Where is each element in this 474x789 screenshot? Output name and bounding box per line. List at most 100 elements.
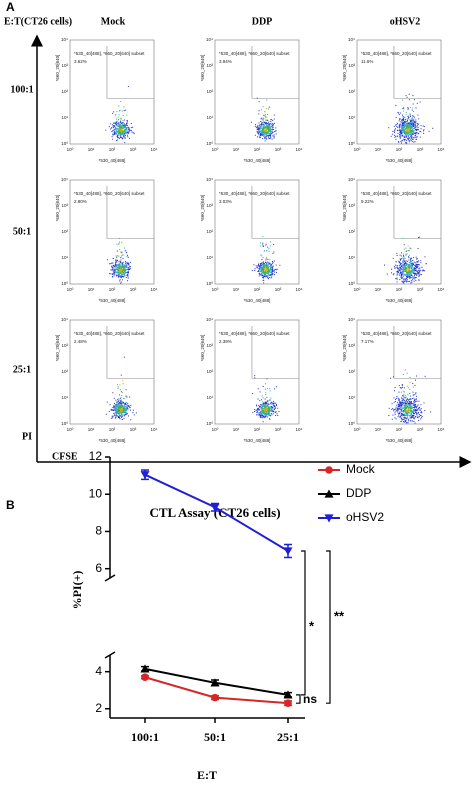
event-dot xyxy=(133,132,135,134)
flow-plot: 10⁰10⁰10¹10¹10²10²10³10³10⁴10⁴*530_40[48… xyxy=(342,37,444,163)
event-dot xyxy=(106,259,108,261)
event-dot xyxy=(123,137,125,139)
event-dot xyxy=(397,111,399,113)
event-dot xyxy=(415,405,417,407)
event-dot xyxy=(413,420,415,422)
event-dot xyxy=(115,262,117,264)
event-dot xyxy=(402,119,404,121)
x-tick-label: 10⁴ xyxy=(438,427,445,432)
event-dot xyxy=(408,254,410,256)
event-dot xyxy=(115,417,117,419)
event-dot xyxy=(273,400,275,402)
event-dot xyxy=(127,254,129,256)
event-dot xyxy=(124,134,126,136)
event-dot xyxy=(124,410,126,412)
event-dot xyxy=(404,131,406,133)
event-dot xyxy=(264,134,266,136)
event-dot xyxy=(258,110,260,112)
event-dot xyxy=(119,121,121,123)
event-dot xyxy=(399,400,401,402)
event-dot xyxy=(275,264,277,266)
event-dot xyxy=(398,125,400,127)
event-dot xyxy=(264,265,266,267)
event-dot xyxy=(411,125,413,127)
event-dot xyxy=(119,261,121,263)
event-dot xyxy=(412,119,414,121)
event-dot xyxy=(113,405,115,407)
event-dot xyxy=(405,118,407,120)
event-dot xyxy=(412,264,414,266)
event-dot xyxy=(118,404,120,406)
event-dot xyxy=(120,401,122,403)
event-dot xyxy=(412,125,414,127)
event-dot xyxy=(119,133,121,135)
event-dot xyxy=(415,256,417,258)
event-dot xyxy=(401,257,403,259)
event-dot xyxy=(409,399,411,401)
column-header: Mock xyxy=(101,16,126,27)
event-dot xyxy=(117,132,119,134)
event-dot xyxy=(270,409,272,411)
event-dot xyxy=(409,270,411,272)
event-dot xyxy=(119,135,121,137)
y-tick-label: 10⁴ xyxy=(61,317,68,322)
event-dot xyxy=(269,266,271,268)
event-dot xyxy=(125,109,127,111)
event-dot xyxy=(122,409,124,411)
event-dot xyxy=(415,128,417,130)
event-dot xyxy=(399,118,401,120)
event-dot xyxy=(405,405,407,407)
event-dot xyxy=(405,125,407,127)
event-dot xyxy=(267,125,269,127)
event-dot xyxy=(119,394,121,396)
event-dot xyxy=(122,408,124,410)
event-dot xyxy=(122,275,124,277)
event-dot xyxy=(110,128,112,130)
event-dot xyxy=(120,403,122,405)
event-dot xyxy=(262,236,264,238)
event-dot xyxy=(418,133,420,135)
event-dot xyxy=(118,415,120,417)
event-dot xyxy=(264,131,266,133)
y-tick-label: 10¹ xyxy=(348,115,355,120)
event-dot xyxy=(127,404,129,406)
event-dot xyxy=(273,122,275,124)
event-dot xyxy=(120,269,122,271)
event-dot xyxy=(405,400,407,402)
event-dot xyxy=(268,271,270,273)
event-dot xyxy=(110,273,112,275)
event-dot xyxy=(411,126,413,128)
event-dot xyxy=(397,397,399,399)
event-dot xyxy=(258,131,260,133)
event-dot xyxy=(265,275,267,277)
gate-percent: 3.62% xyxy=(74,59,87,64)
marker xyxy=(325,466,333,474)
event-dot xyxy=(261,264,263,266)
event-dot xyxy=(120,405,122,407)
event-dot xyxy=(259,413,261,415)
event-dot xyxy=(406,263,408,265)
event-dot xyxy=(263,410,265,412)
event-dot xyxy=(398,260,400,262)
x-tick-label: 10⁰ xyxy=(67,427,74,432)
event-dot xyxy=(268,271,270,273)
event-dot xyxy=(399,131,401,133)
y-tick-label: 10² xyxy=(206,369,213,374)
event-dot xyxy=(116,408,118,410)
x-tick-label: 10¹ xyxy=(233,147,240,152)
event-dot xyxy=(273,388,275,390)
x-axis-label: *530_40[488] xyxy=(244,298,271,303)
event-dot xyxy=(127,266,129,268)
event-dot xyxy=(269,128,271,130)
event-dot xyxy=(407,420,409,422)
event-dot xyxy=(405,405,407,407)
event-dot xyxy=(116,139,118,141)
event-dot xyxy=(129,268,131,270)
event-dot xyxy=(265,132,267,134)
x-tick-label: 10² xyxy=(109,287,116,292)
event-dot xyxy=(394,412,396,414)
event-dot xyxy=(124,412,126,414)
event-dot xyxy=(124,250,126,252)
event-dot xyxy=(401,135,403,137)
event-dot xyxy=(115,263,117,265)
